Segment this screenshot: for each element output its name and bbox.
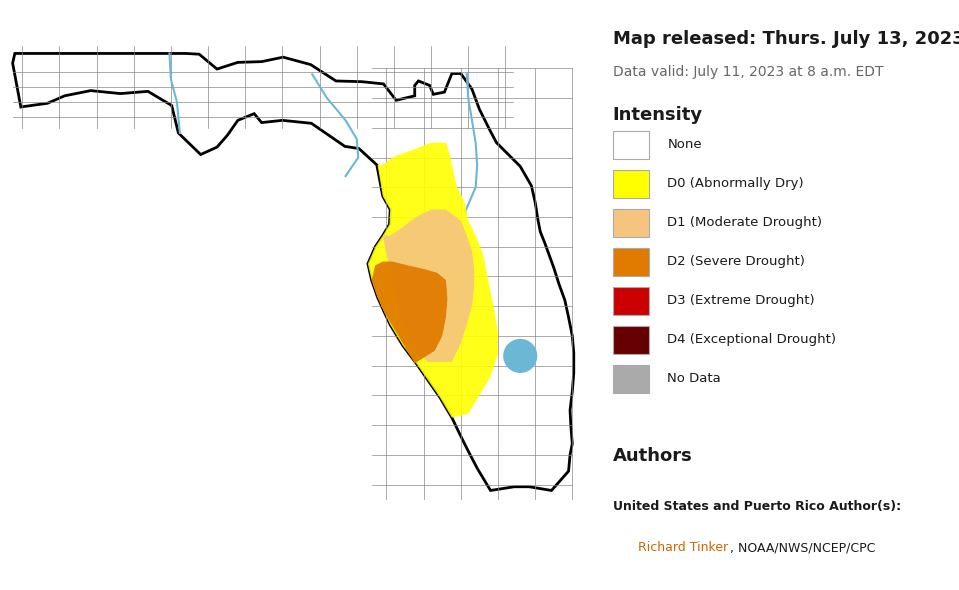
- Text: Richard Tinker: Richard Tinker: [639, 541, 729, 554]
- Text: D0 (Abnormally Dry): D0 (Abnormally Dry): [667, 177, 804, 190]
- Text: D3 (Extreme Drought): D3 (Extreme Drought): [667, 294, 815, 307]
- Text: D4 (Exceptional Drought): D4 (Exceptional Drought): [667, 333, 836, 346]
- Text: None: None: [667, 138, 702, 151]
- Polygon shape: [368, 143, 498, 418]
- Text: Authors: Authors: [613, 447, 692, 465]
- Text: Map released: Thurs. July 13, 2023: Map released: Thurs. July 13, 2023: [613, 30, 959, 48]
- FancyBboxPatch shape: [613, 326, 649, 354]
- Text: United States and Puerto Rico Author(s):: United States and Puerto Rico Author(s):: [613, 500, 901, 513]
- Polygon shape: [383, 209, 474, 362]
- FancyBboxPatch shape: [613, 170, 649, 198]
- Text: No Data: No Data: [667, 372, 721, 385]
- Text: Intensity: Intensity: [613, 106, 703, 124]
- Circle shape: [503, 340, 537, 372]
- Polygon shape: [372, 261, 448, 363]
- FancyBboxPatch shape: [613, 131, 649, 159]
- FancyBboxPatch shape: [613, 365, 649, 393]
- FancyBboxPatch shape: [613, 209, 649, 237]
- Polygon shape: [12, 54, 573, 490]
- FancyBboxPatch shape: [613, 248, 649, 276]
- Text: D2 (Severe Drought): D2 (Severe Drought): [667, 255, 806, 268]
- Text: D1 (Moderate Drought): D1 (Moderate Drought): [667, 216, 823, 229]
- Text: , NOAA/NWS/NCEP/CPC: , NOAA/NWS/NCEP/CPC: [730, 541, 876, 554]
- FancyBboxPatch shape: [613, 287, 649, 315]
- Text: Data valid: July 11, 2023 at 8 a.m. EDT: Data valid: July 11, 2023 at 8 a.m. EDT: [613, 65, 883, 79]
